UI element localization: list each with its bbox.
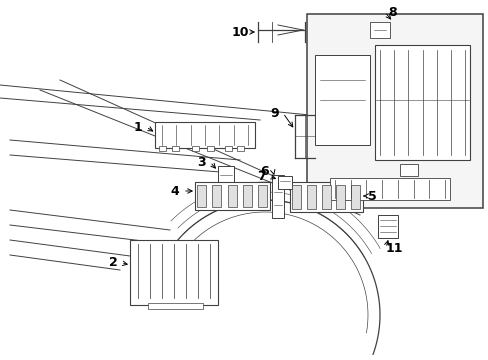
Text: 6: 6 <box>260 165 269 177</box>
Text: 1: 1 <box>133 121 142 134</box>
Bar <box>314 55 369 145</box>
Bar <box>206 146 214 151</box>
Bar <box>278 176 291 189</box>
Bar <box>291 185 301 209</box>
Text: 7: 7 <box>256 170 265 183</box>
Text: 8: 8 <box>388 5 397 18</box>
Text: 9: 9 <box>270 107 279 120</box>
Bar <box>224 146 231 151</box>
Bar <box>172 146 179 151</box>
Bar <box>258 185 266 207</box>
Text: 2: 2 <box>108 256 117 270</box>
Bar <box>329 178 449 200</box>
Bar <box>237 146 244 151</box>
Text: 4: 4 <box>170 185 179 198</box>
Bar <box>227 185 236 207</box>
Bar <box>271 175 284 218</box>
Bar <box>377 215 397 238</box>
Bar <box>306 14 482 208</box>
Bar <box>197 185 205 207</box>
Text: 3: 3 <box>197 156 206 168</box>
Bar <box>130 240 218 305</box>
Text: 5: 5 <box>367 189 376 202</box>
Bar <box>336 185 345 209</box>
Bar <box>306 185 315 209</box>
Bar <box>350 185 359 209</box>
Bar <box>159 146 165 151</box>
Bar <box>148 303 203 309</box>
Bar <box>195 182 269 210</box>
Bar <box>289 182 362 212</box>
Text: 11: 11 <box>385 242 402 255</box>
Text: 10: 10 <box>231 26 248 39</box>
Bar <box>374 45 469 160</box>
Bar <box>399 164 417 176</box>
Bar <box>218 166 234 186</box>
Bar <box>321 185 330 209</box>
Bar <box>242 185 251 207</box>
Bar <box>369 22 389 38</box>
Bar <box>155 122 254 148</box>
Bar <box>212 185 221 207</box>
Bar <box>192 146 199 151</box>
